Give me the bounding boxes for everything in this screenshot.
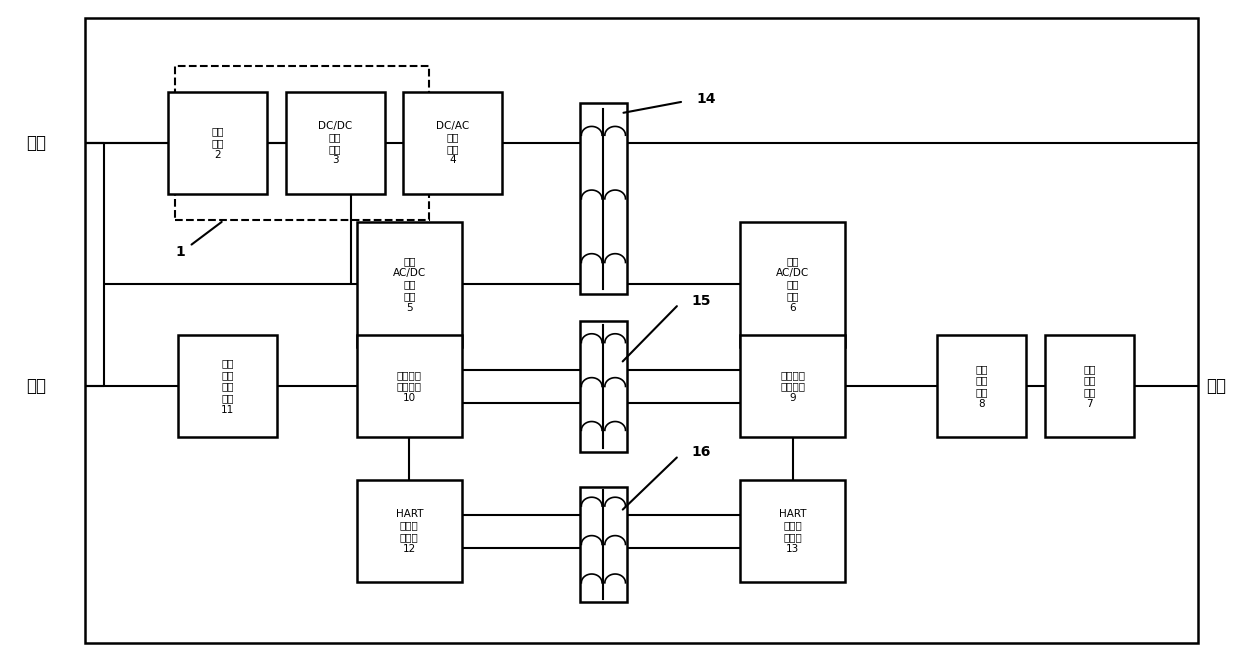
Text: 14: 14 — [696, 93, 716, 106]
Bar — [1044, 335, 1134, 438]
Text: HART
信号调
制电路
13: HART 信号调 制电路 13 — [779, 509, 807, 554]
Text: 电源: 电源 — [26, 134, 46, 152]
Text: 15: 15 — [691, 294, 711, 308]
Bar — [357, 481, 462, 582]
Text: 第二
AC/DC
转换
电路
6: 第二 AC/DC 转换 电路 6 — [776, 256, 809, 313]
Text: DC/AC
转换
电路
4: DC/AC 转换 电路 4 — [436, 120, 470, 165]
Text: DC/DC
转换
电路
3: DC/DC 转换 电路 3 — [318, 120, 352, 165]
Text: 输出: 输出 — [1207, 377, 1227, 395]
Text: 第一
AC/DC
转换
电路
5: 第一 AC/DC 转换 电路 5 — [393, 256, 426, 313]
Bar — [403, 92, 502, 194]
Text: 1: 1 — [176, 245, 186, 258]
Bar — [357, 222, 462, 347]
Bar — [357, 335, 462, 438]
Text: 信号传输
调制电路
10: 信号传输 调制电路 10 — [396, 370, 421, 403]
Text: 本安
限能
电路
8: 本安 限能 电路 8 — [975, 364, 987, 409]
Text: 16: 16 — [691, 445, 711, 459]
Bar — [740, 481, 845, 582]
Text: 滤波
电路
2: 滤波 电路 2 — [212, 126, 224, 159]
Bar — [286, 92, 384, 194]
Text: HART
信号解
调电路
12: HART 信号解 调电路 12 — [395, 509, 422, 554]
Bar — [937, 335, 1026, 438]
Bar — [169, 92, 268, 194]
Text: 输入: 输入 — [26, 377, 46, 395]
Bar — [580, 321, 627, 452]
Text: 信号
输入
限流
电路
11: 信号 输入 限流 电路 11 — [221, 358, 234, 414]
Bar — [740, 222, 845, 347]
Bar — [580, 487, 627, 602]
Bar — [580, 103, 627, 294]
Text: 信号
输出
电路
7: 信号 输出 电路 7 — [1083, 364, 1095, 409]
Bar — [85, 18, 1198, 643]
Text: 信号传输
解调电路
9: 信号传输 解调电路 9 — [781, 370, 805, 403]
Bar — [740, 335, 845, 438]
Bar — [175, 65, 429, 220]
Bar — [178, 335, 278, 438]
